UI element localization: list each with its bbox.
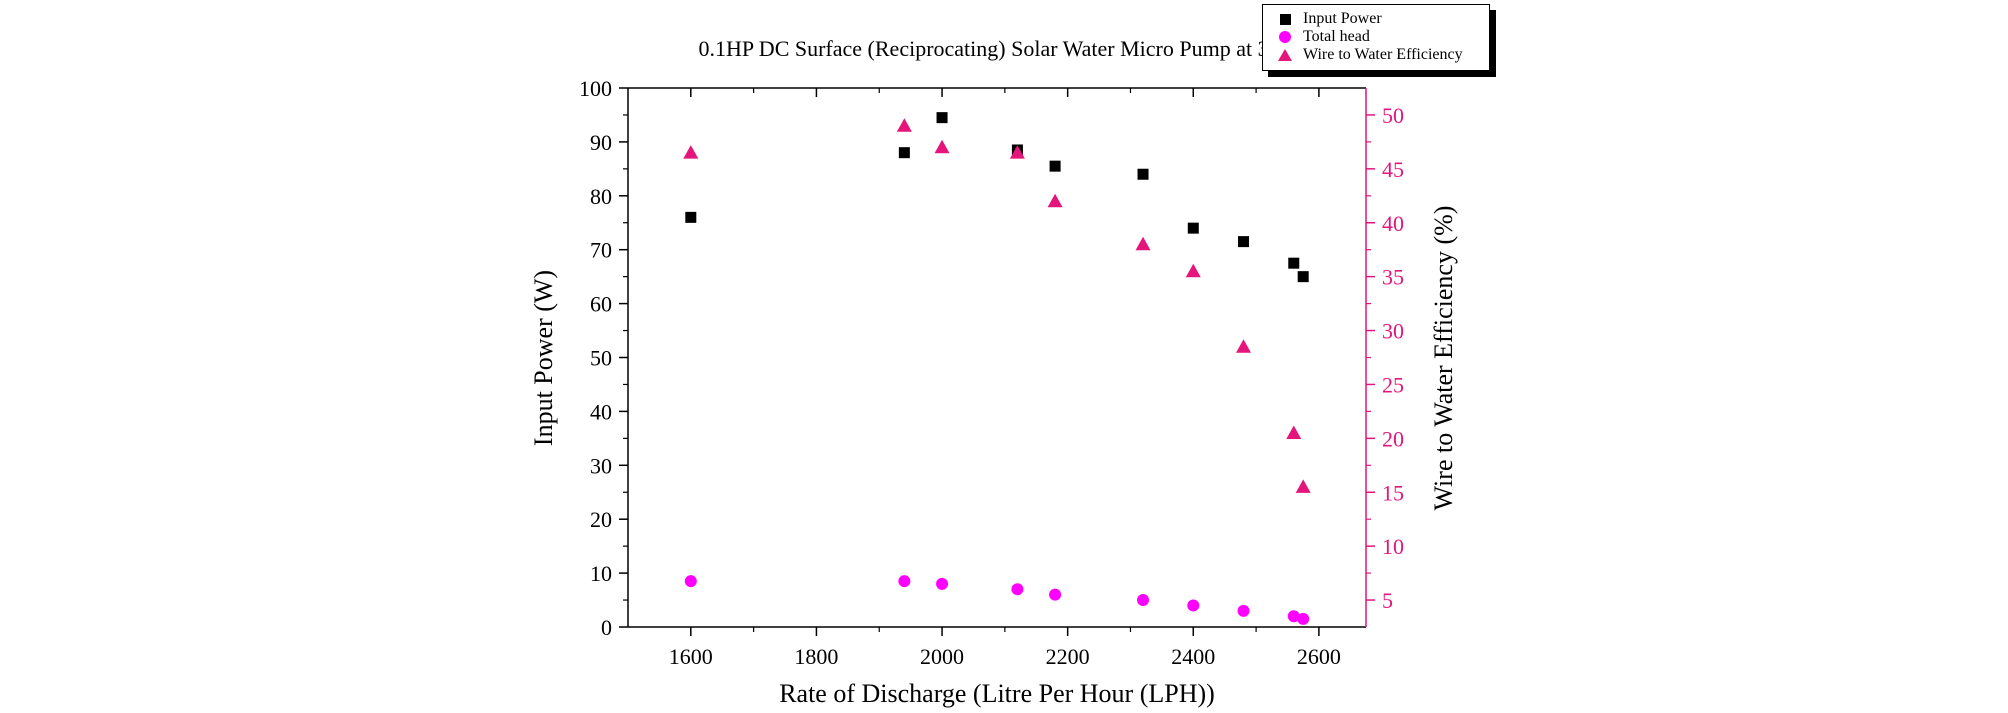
data-point-efficiency [1047, 193, 1063, 208]
data-point-total-head [1297, 612, 1310, 625]
x-tick-label: 2600 [1297, 644, 1341, 669]
y-right-tick-label: 45 [1382, 157, 1404, 182]
y-left-tick-label: 90 [590, 130, 612, 155]
y-left-tick-label: 50 [590, 346, 612, 371]
square-marker-icon [1279, 13, 1291, 25]
legend-item-efficiency: Wire to Water Efficiency [1267, 46, 1481, 64]
x-tick-label: 2400 [1171, 644, 1215, 669]
y-right-tick-label: 50 [1382, 103, 1404, 128]
legend-label: Wire to Water Efficiency [1303, 46, 1463, 63]
x-tick-label: 2200 [1046, 644, 1090, 669]
y-right-tick-label: 25 [1382, 372, 1404, 397]
x-axis-label: Rate of Discharge (Litre Per Hour (LPH)) [779, 679, 1215, 708]
y-left-tick-label: 10 [590, 561, 612, 586]
y-right-tick-label: 15 [1382, 480, 1404, 505]
data-point-total-head [1137, 594, 1150, 607]
data-point-efficiency [1295, 479, 1311, 493]
data-point-efficiency [1236, 339, 1252, 353]
data-point-input-power [898, 147, 910, 159]
legend-label: Input Power [1303, 10, 1382, 27]
data-point-efficiency [683, 145, 699, 159]
y-left-tick-label: 80 [590, 184, 612, 209]
data-point-total-head [1011, 583, 1024, 596]
y-right-tick-label: 10 [1382, 534, 1404, 559]
legend-item-total-head: Total head [1267, 28, 1481, 46]
x-tick-label: 1800 [794, 644, 838, 669]
data-point-total-head [1187, 599, 1200, 612]
plot-area: 1600 1800 2000 2200 2400 2600 0 10 20 30 40 50 60 70 8… [579, 76, 1404, 669]
y-left-tick-label: 70 [590, 238, 612, 263]
y-right-tick-label: 35 [1382, 265, 1404, 290]
y-left-tick-label: 40 [590, 399, 612, 424]
data-point-efficiency [1009, 145, 1025, 159]
y-left-tick-label: 20 [590, 507, 612, 532]
y-left-tick-label: 100 [579, 76, 612, 101]
y-right-tick-label: 40 [1382, 211, 1404, 236]
data-point-total-head [898, 575, 911, 588]
data-point-input-power [685, 211, 697, 223]
data-point-efficiency [1135, 236, 1151, 251]
data-point-input-power [936, 112, 948, 124]
data-point-efficiency [1185, 263, 1201, 278]
circle-marker-icon [1279, 31, 1291, 43]
data-point-efficiency [934, 139, 950, 154]
y-axis-label-right: Wire to Water Efficiency (%) [1429, 206, 1458, 511]
chart-title: 0.1HP DC Surface (Reciprocating) Solar W… [699, 36, 1296, 61]
y-right-tick-label: 5 [1382, 588, 1393, 613]
data-point-input-power [1187, 222, 1199, 234]
y-left-tick-label: 30 [590, 453, 612, 478]
data-point-total-head [936, 577, 949, 590]
y-right-tick-label: 30 [1382, 319, 1404, 344]
y-left-tick-label: 0 [601, 615, 612, 640]
data-point-input-power [1238, 236, 1250, 248]
y-left-tick-label: 60 [590, 292, 612, 317]
data-point-input-power [1049, 160, 1061, 172]
data-point-total-head [1287, 610, 1300, 623]
y-right-tick-label: 20 [1382, 426, 1404, 451]
y-axis-label-left: Input Power (W) [529, 270, 558, 446]
data-point-efficiency [1286, 425, 1302, 439]
x-tick-label: 1600 [669, 644, 713, 669]
legend-item-input-power: Input Power [1267, 10, 1481, 28]
data-point-total-head [684, 575, 697, 588]
data-point-input-power [1297, 271, 1309, 283]
data-point-input-power [1137, 168, 1149, 180]
legend: Input Power Total head Wire to Water Eff… [1262, 4, 1490, 71]
data-point-total-head [1049, 588, 1062, 601]
legend-label: Total head [1303, 28, 1370, 45]
x-tick-label: 2000 [920, 644, 964, 669]
data-point-efficiency [896, 118, 912, 132]
data-point-input-power [1288, 257, 1300, 269]
data-point-total-head [1237, 604, 1250, 617]
triangle-marker-icon [1278, 49, 1292, 61]
